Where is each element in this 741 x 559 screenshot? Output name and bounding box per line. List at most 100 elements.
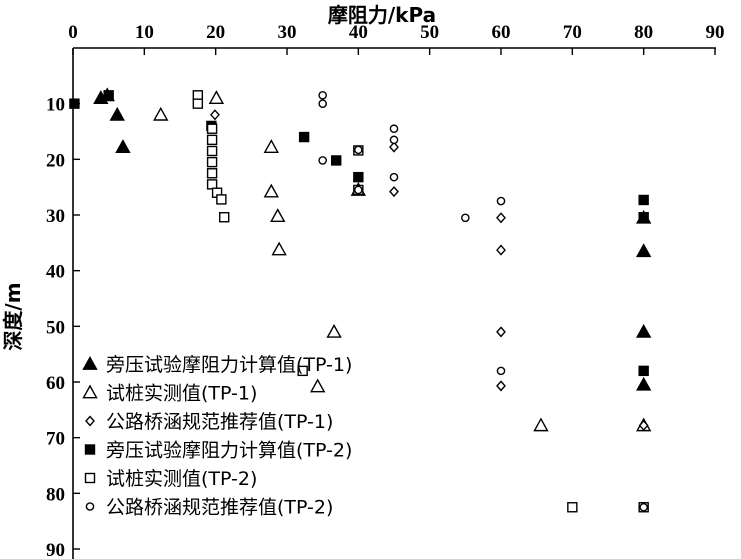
data-point-circle-open bbox=[389, 135, 399, 145]
data-point-square-filled bbox=[638, 212, 649, 223]
data-point-diamond-open bbox=[389, 186, 399, 198]
data-point-square-filled bbox=[298, 131, 310, 143]
data-point-triangle-filled bbox=[109, 106, 125, 121]
data-point-triangle-filled bbox=[635, 243, 652, 258]
data-point-square-filled bbox=[331, 155, 342, 166]
data-point-triangle-open bbox=[208, 90, 225, 105]
data-point-square-open bbox=[206, 168, 218, 179]
legend-label: 试桩实测值(TP-2) bbox=[106, 468, 257, 490]
data-points bbox=[69, 87, 652, 513]
y-axis-title: 深度/m bbox=[1, 282, 25, 350]
data-point-circle-open bbox=[318, 156, 327, 165]
y-tick-label: 90 bbox=[46, 540, 65, 559]
x-tick-label: 70 bbox=[563, 22, 582, 43]
data-point-triangle-open bbox=[533, 417, 549, 432]
series-1 bbox=[93, 87, 652, 391]
data-point-circle-open bbox=[496, 366, 506, 376]
data-point-square-filled bbox=[103, 90, 114, 101]
legend-item: 公路桥涵规范推荐值(TP-1) bbox=[85, 411, 333, 433]
data-point-square-open bbox=[567, 502, 578, 513]
data-point-diamond-open bbox=[389, 141, 399, 153]
x-tick-label: 10 bbox=[135, 22, 154, 43]
x-tick-label: 20 bbox=[206, 22, 225, 43]
x-tick-label: 50 bbox=[420, 22, 439, 43]
data-point-square-filled bbox=[69, 98, 80, 109]
data-point-triangle-open bbox=[326, 323, 342, 338]
data-point-diamond-open bbox=[210, 109, 220, 121]
legend-item: 旁压试验摩阻力计算值(TP-1) bbox=[82, 354, 352, 376]
legend: 旁压试验摩阻力计算值(TP-1) 试桩实测值(TP-1) 公路桥涵规范推荐值(TP-… bbox=[82, 354, 352, 519]
y-tick-label: 20 bbox=[46, 150, 65, 171]
legend-label: 公路桥涵规范推荐值(TP-1) bbox=[106, 411, 333, 433]
legend-marker bbox=[84, 444, 96, 455]
series-3 bbox=[210, 109, 649, 431]
data-point-square-open bbox=[219, 212, 230, 223]
data-point-circle-open bbox=[389, 172, 399, 182]
data-point-triangle-open bbox=[153, 106, 169, 121]
x-tick-label: 60 bbox=[492, 22, 511, 43]
y-tick-label: 30 bbox=[46, 206, 65, 227]
legend-item: 公路桥涵规范推荐值(TP-2) bbox=[85, 497, 333, 519]
data-point-square-open bbox=[297, 365, 308, 377]
data-point-square-open bbox=[216, 194, 227, 205]
data-point-square-filled bbox=[638, 365, 649, 377]
data-point-circle-open bbox=[318, 91, 327, 100]
x-tick-label: 80 bbox=[634, 22, 653, 43]
data-point-square-open bbox=[192, 98, 204, 109]
legend-label: 旁压试验摩阻力计算值(TP-2) bbox=[106, 440, 352, 462]
data-point-diamond-open bbox=[638, 419, 649, 431]
y-tick-label: 40 bbox=[46, 262, 65, 283]
data-point-square-open bbox=[206, 179, 218, 190]
data-point-square-filled bbox=[638, 194, 649, 206]
data-point-triangle-filled bbox=[635, 376, 652, 391]
y-tick-label: 60 bbox=[46, 373, 65, 394]
data-point-diamond-open bbox=[496, 326, 506, 338]
series-2 bbox=[153, 90, 652, 432]
data-point-square-open bbox=[206, 134, 218, 146]
series-6 bbox=[318, 91, 648, 512]
data-point-triangle-filled bbox=[635, 323, 652, 338]
data-point-circle-open bbox=[354, 185, 363, 195]
x-tick-label: 0 bbox=[68, 22, 78, 43]
x-axis-title: 摩阻力/kPa bbox=[328, 3, 436, 27]
legend-label: 旁压试验摩阻力计算值(TP-1) bbox=[106, 354, 352, 376]
data-point-triangle-open bbox=[263, 139, 279, 153]
legend-marker bbox=[82, 356, 98, 370]
data-point-diamond-open bbox=[496, 244, 506, 256]
data-point-circle-open bbox=[639, 502, 648, 512]
legend-marker bbox=[85, 502, 95, 511]
x-tick-label: 30 bbox=[278, 22, 297, 43]
y-tick-label: 70 bbox=[46, 429, 65, 450]
legend-item: 试桩实测值(TP-2) bbox=[84, 468, 257, 490]
legend-marker bbox=[82, 384, 98, 399]
y-tick-label: 50 bbox=[46, 317, 65, 338]
data-point-triangle-open bbox=[270, 208, 286, 223]
legend-marker bbox=[85, 415, 95, 427]
data-point-diamond-open bbox=[496, 380, 506, 392]
tick-labels: 0 10 20 30 40 50 60 70 80 90 10 20 30 40 50 60 70 80 90 bbox=[46, 22, 725, 559]
data-point-square-open bbox=[206, 156, 218, 168]
data-point-circle-open bbox=[354, 145, 363, 155]
data-point-circle-open bbox=[318, 99, 327, 108]
legend-item: 试桩实测值(TP-1) bbox=[82, 383, 257, 405]
y-tick-label: 10 bbox=[46, 95, 65, 116]
data-point-square-filled bbox=[353, 171, 364, 183]
legend-label: 试桩实测值(TP-1) bbox=[106, 383, 257, 405]
legend-item: 旁压试验摩阻力计算值(TP-2) bbox=[84, 440, 352, 462]
series-4 bbox=[69, 90, 649, 377]
data-point-circle-open bbox=[461, 213, 470, 223]
data-point-square-open bbox=[206, 145, 218, 157]
data-point-triangle-open bbox=[309, 378, 326, 393]
axes bbox=[72, 47, 716, 559]
data-point-triangle-filled bbox=[115, 139, 131, 153]
data-point-circle-open bbox=[496, 196, 506, 206]
legend-label: 公路桥涵规范推荐值(TP-2) bbox=[106, 497, 333, 519]
y-tick-label: 80 bbox=[46, 484, 65, 505]
data-point-triangle-open bbox=[263, 183, 279, 198]
x-tick-label: 90 bbox=[706, 22, 725, 43]
data-point-triangle-open bbox=[271, 241, 287, 256]
x-tick-label: 40 bbox=[349, 22, 368, 43]
data-point-square-open bbox=[206, 123, 218, 134]
data-point-diamond-open bbox=[496, 212, 506, 224]
